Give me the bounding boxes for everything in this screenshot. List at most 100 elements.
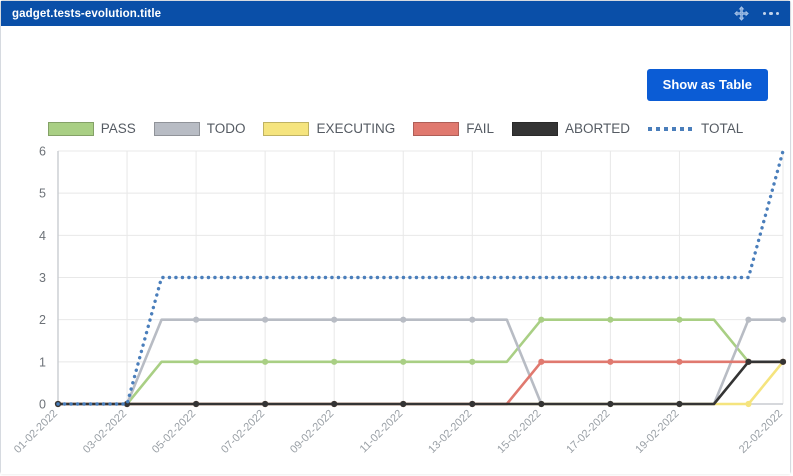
tests-evolution-chart: 0 1 2 3 4 5 6 01-02-2022 03-02-2022 05-02-2022 07-…: [1, 138, 792, 474]
data-point: [779, 358, 787, 365]
data-point: [676, 400, 683, 408]
x-tick-label-8: 09-02-2022: [288, 408, 336, 456]
x-tick-label-14: 15-02-2022: [495, 408, 543, 456]
chart-svg: 0 1 2 3 4 5 6 01-02-2022 03-02-2022 05-02-2022 07-…: [12, 145, 787, 456]
y-tick-label-2: 2: [39, 313, 46, 327]
data-point: [538, 316, 545, 323]
legend-label-pass: PASS: [100, 121, 136, 136]
legend-swatch-aborted: [512, 121, 559, 136]
series-line-executing: [56, 360, 785, 406]
legend-item-aborted[interactable]: ABORTED: [512, 121, 630, 136]
data-point: [469, 316, 476, 323]
data-point: [538, 400, 545, 408]
y-tick-label-1: 1: [39, 355, 46, 369]
data-point: [400, 358, 407, 365]
dot-3: [775, 11, 779, 16]
data-point: [469, 400, 476, 408]
svg-text:09-02-2022: 09-02-2022: [288, 408, 336, 456]
data-point: [262, 400, 269, 408]
more-options-icon[interactable]: [762, 9, 781, 19]
data-point: [331, 400, 338, 408]
x-tick-label-0: 01-02-2022: [12, 408, 60, 456]
series-aborted: [54, 358, 787, 408]
legend-item-todo[interactable]: TODO: [153, 121, 246, 136]
data-point: [192, 358, 200, 365]
data-point: [400, 400, 407, 408]
x-tick-label-2: 03-02-2022: [81, 408, 129, 456]
series-line-pass: [56, 318, 785, 406]
grid-lines: [57, 150, 784, 405]
data-point: [676, 316, 683, 323]
x-tick-label-6: 07-02-2022: [219, 408, 267, 456]
data-point: [745, 316, 752, 323]
x-tick-label-16: 17-02-2022: [564, 408, 612, 456]
x-tick-label-4: 05-02-2022: [150, 408, 198, 456]
show-as-table-button[interactable]: Show as Table: [646, 69, 768, 101]
data-point: [676, 358, 683, 365]
data-point: [538, 358, 545, 365]
data-point: [331, 358, 338, 365]
data-point: [607, 316, 614, 323]
data-point: [607, 400, 614, 408]
legend-label-total: TOTAL: [701, 121, 744, 136]
series-line-aborted: [56, 360, 785, 406]
data-point: [192, 316, 200, 323]
legend-item-total[interactable]: TOTAL: [648, 121, 743, 136]
legend-item-executing[interactable]: EXECUTING: [263, 121, 395, 136]
data-point: [779, 316, 787, 323]
legend-item-pass[interactable]: PASS: [47, 121, 136, 136]
chart-legend: PASS TODO EXECUTING FAIL ABORTED TOTAL: [1, 121, 790, 136]
gadget-body: Show as Table PASS TODO EXECUTING FAIL ABORT…: [1, 26, 790, 474]
x-tick-label-10: 11-02-2022: [358, 408, 406, 456]
data-point: [745, 400, 752, 408]
y-tick-label-6: 6: [39, 145, 46, 159]
svg-text:11-02-2022: 11-02-2022: [358, 408, 406, 456]
page-title: gadget.tests-evolution.title: [12, 7, 162, 20]
svg-text:01-02-2022: 01-02-2022: [12, 408, 60, 456]
x-tick-label-12: 13-02-2022: [426, 408, 474, 456]
legend-label-executing: EXECUTING: [316, 121, 396, 136]
svg-text:19-02-2022: 19-02-2022: [633, 408, 681, 456]
series-fail: [54, 358, 787, 408]
svg-text:05-02-2022: 05-02-2022: [150, 408, 198, 456]
data-point: [262, 358, 269, 365]
legend-label-aborted: ABORTED: [565, 121, 631, 136]
y-tick-label-4: 4: [39, 229, 46, 243]
svg-text:22-02-2022: 22-02-2022: [737, 408, 785, 456]
svg-text:15-02-2022: 15-02-2022: [495, 408, 543, 456]
legend-swatch-fail: [413, 121, 460, 136]
data-point: [745, 358, 752, 365]
series-executing: [54, 358, 787, 408]
legend-item-fail[interactable]: FAIL: [413, 121, 494, 136]
data-point: [262, 316, 269, 323]
move-icon[interactable]: [733, 6, 749, 21]
series-line-fail: [56, 360, 785, 406]
legend-label-fail: FAIL: [466, 121, 495, 136]
data-point: [192, 400, 200, 408]
svg-text:13-02-2022: 13-02-2022: [426, 408, 474, 456]
legend-swatch-pass: [47, 121, 94, 136]
legend-swatch-todo: [153, 121, 200, 136]
y-tick-label-3: 3: [39, 271, 46, 285]
data-point: [400, 316, 407, 323]
data-point: [469, 358, 476, 365]
gadget-actions: [733, 6, 781, 21]
dot-1: [762, 11, 766, 16]
y-tick-label-5: 5: [39, 187, 46, 201]
legend-swatch-executing: [263, 121, 310, 136]
svg-text:03-02-2022: 03-02-2022: [81, 408, 129, 456]
gadget-title-bar: gadget.tests-evolution.title: [1, 1, 790, 26]
data-point: [331, 316, 338, 323]
series-line-total: [56, 149, 785, 406]
x-tick-label-18: 19-02-2022: [633, 408, 681, 456]
svg-text:07-02-2022: 07-02-2022: [219, 408, 267, 456]
y-tick-label-0: 0: [39, 398, 46, 412]
data-point: [607, 358, 614, 365]
legend-label-todo: TODO: [206, 121, 246, 136]
dot-2: [769, 11, 773, 16]
series-total: [56, 149, 785, 406]
svg-text:17-02-2022: 17-02-2022: [564, 408, 612, 456]
x-tick-label-21: 22-02-2022: [737, 408, 785, 456]
legend-swatch-total: [648, 122, 695, 136]
